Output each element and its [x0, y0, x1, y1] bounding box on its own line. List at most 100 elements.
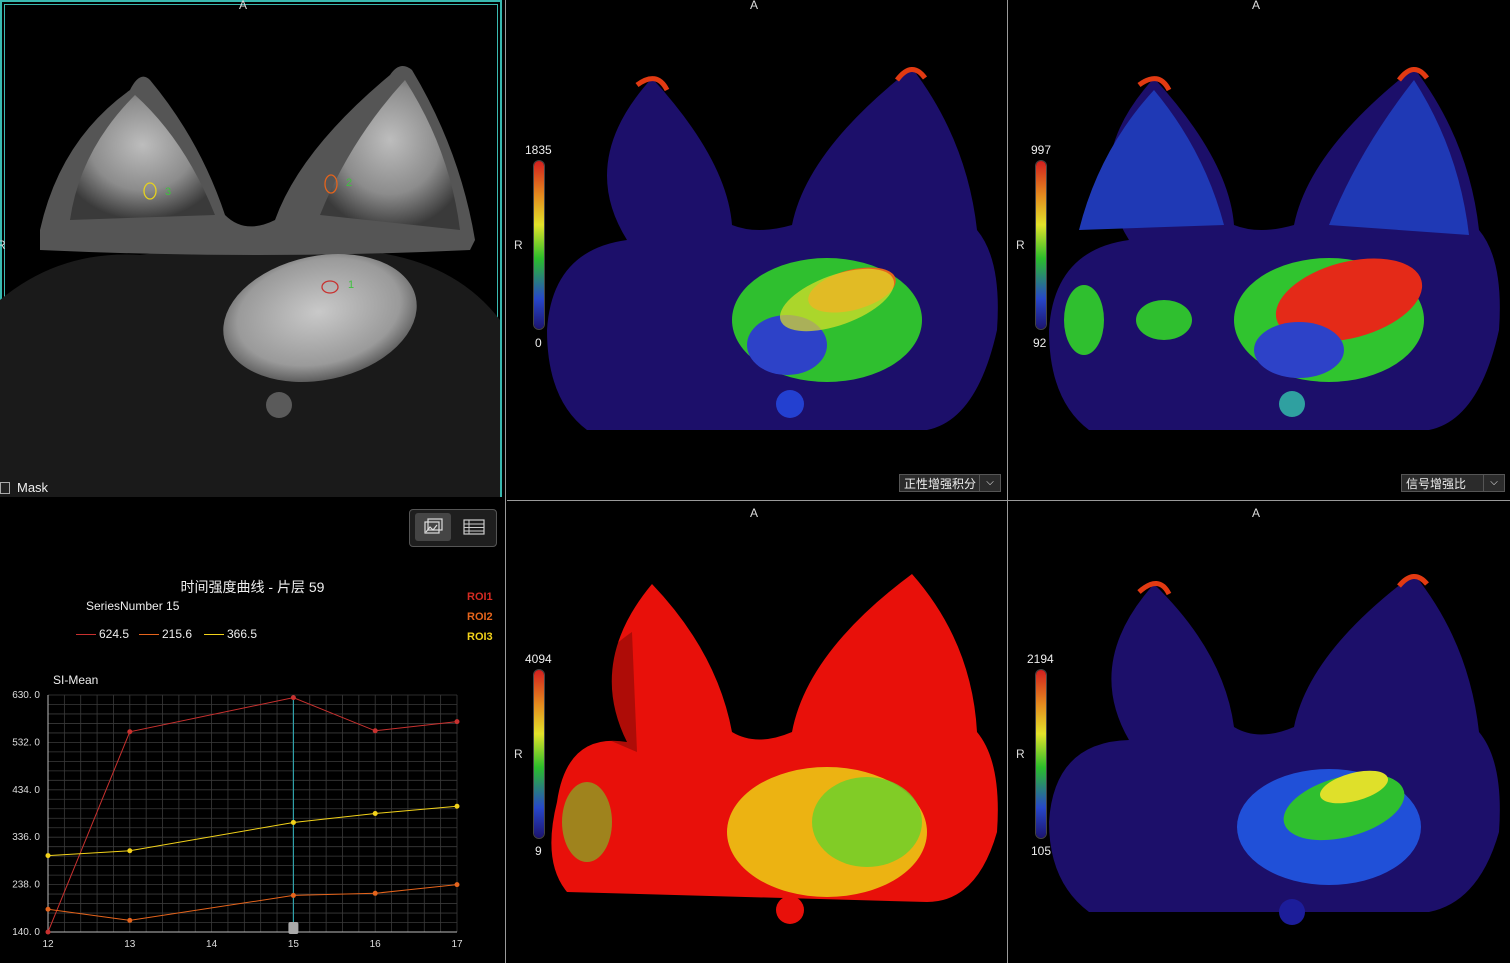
roi2-number: 2 — [346, 177, 353, 189]
parametric-map-image — [547, 67, 998, 430]
data-point-roi3 — [290, 819, 296, 825]
data-point-roi2 — [290, 892, 296, 898]
roi1-ellipse — [321, 280, 339, 294]
chevron-down-icon: ⌵ — [979, 475, 1000, 491]
data-point-roi2 — [127, 917, 133, 923]
x-tick-label: 13 — [124, 939, 136, 950]
orientation-left-label: R — [0, 238, 6, 252]
legend-value: 366.5 — [227, 627, 258, 641]
orientation-left-label: R — [1016, 238, 1025, 252]
viewport-signal-enhancement-ratio[interactable]: A 997 92 R 信号增强比 ⌵ — [1009, 0, 1510, 499]
line-chart[interactable]: 630. 0 532. 0 434. 0 336. 0 238. 0 140. 012 13… — [0, 500, 505, 963]
orientation-top-label: A — [1252, 506, 1261, 520]
map-type-select[interactable]: 信号增强比 ⌵ — [1401, 474, 1505, 492]
roi1-number: 1 — [348, 279, 355, 291]
y-tick-label: 434. 0 — [12, 785, 40, 796]
y-tick-label: 336. 0 — [12, 832, 40, 843]
x-tick-label: 12 — [42, 939, 54, 950]
roi3-ellipse — [143, 182, 157, 200]
data-point-roi1 — [372, 728, 378, 734]
y-axis-label: SI-Mean — [53, 673, 99, 687]
main-viewport[interactable]: A R 1 2 3 Mask — [0, 0, 502, 497]
orientation-left-label: R — [514, 747, 523, 761]
chart-view-button[interactable] — [415, 513, 451, 541]
vertical-divider-left — [505, 0, 506, 963]
scale-min: 9 — [535, 844, 542, 858]
data-point-roi2 — [372, 890, 378, 896]
viewport-time-to-peak-map[interactable]: A 4094 9 R — [507, 502, 1006, 963]
viewport-positive-enhancement-integral[interactable]: A 1835 0 R 正性增强积分 ⌵ — [507, 0, 1006, 499]
orientation-top-label: A — [750, 0, 759, 12]
roi-legend-2[interactable]: ROI2 — [467, 611, 493, 623]
legend-entry-roi2: 215.6 — [139, 627, 192, 641]
data-point-roi3 — [372, 811, 378, 816]
y-tick-label: 630. 0 — [12, 690, 40, 701]
legend-swatch — [76, 633, 96, 635]
x-tick-label: 14 — [206, 939, 218, 950]
series-number-label: SeriesNumber 15 — [86, 599, 180, 613]
horizontal-divider — [507, 500, 1510, 501]
y-tick-label: 238. 0 — [12, 880, 40, 891]
orientation-top-label: A — [750, 506, 759, 520]
data-point-roi3 — [454, 803, 460, 809]
color-scale-bar — [534, 670, 544, 838]
scale-max: 997 — [1031, 143, 1052, 157]
x-tick-label: 17 — [451, 939, 463, 950]
legend-value: 215.6 — [162, 627, 193, 641]
x-tick-label: 15 — [288, 939, 300, 950]
scale-min: 92 — [1033, 336, 1047, 350]
roi-legend-3[interactable]: ROI3 — [467, 631, 493, 643]
chart-view-icon — [424, 518, 443, 534]
legend-swatch — [204, 633, 224, 635]
y-tick-label: 532. 0 — [12, 737, 40, 748]
legend-entry-roi1: 624.5 — [76, 627, 129, 641]
orientation-top-label: A — [1252, 0, 1261, 12]
parametric-map-image — [1049, 67, 1500, 430]
data-point-roi3 — [127, 848, 133, 854]
chevron-down-icon: ⌵ — [1483, 475, 1504, 491]
data-point-roi2 — [45, 906, 51, 912]
parametric-map-image — [551, 574, 998, 924]
mri-grayscale-image — [0, 66, 500, 497]
color-scale-bar — [1036, 670, 1046, 838]
time-cursor-handle[interactable] — [288, 922, 299, 934]
map-type-select-value: 信号增强比 — [1406, 477, 1467, 491]
data-point-roi1 — [454, 719, 460, 725]
scale-max: 1835 — [525, 143, 552, 157]
scale-max: 4094 — [525, 652, 552, 666]
table-view-icon — [463, 519, 485, 535]
data-point-roi1 — [290, 695, 296, 701]
color-scale-bar — [534, 161, 544, 329]
scale-max: 2194 — [1027, 652, 1054, 666]
time-intensity-chart-panel: 时间强度曲线 - 片层 59 SeriesNumber 15 624.5 215… — [0, 500, 505, 963]
legend-swatch — [139, 633, 159, 635]
viewport-max-slope-map[interactable]: A 2194 105 R — [1009, 502, 1510, 963]
roi3-number: 3 — [165, 186, 172, 198]
data-point-roi1 — [45, 929, 51, 935]
y-tick-label: 140. 0 — [12, 927, 40, 938]
table-view-button[interactable] — [456, 513, 492, 541]
orientation-left-label: R — [1016, 747, 1025, 761]
orientation-left-label: R — [514, 238, 523, 252]
color-scale-bar — [1036, 161, 1046, 329]
data-point-roi3 — [45, 853, 51, 859]
data-point-roi1 — [127, 729, 133, 735]
map-type-select-value: 正性增强积分 — [904, 477, 977, 491]
data-point-roi2 — [454, 882, 460, 888]
scale-min: 0 — [535, 336, 542, 350]
orientation-top-label: A — [239, 0, 248, 12]
roi-legend-1[interactable]: ROI1 — [467, 591, 493, 603]
roi2-ellipse — [324, 174, 338, 194]
series-line-roi3 — [47, 805, 458, 857]
legend-entry-roi3: 366.5 — [204, 627, 257, 641]
parametric-map-image — [1049, 574, 1500, 925]
vertical-divider-right — [1007, 0, 1008, 963]
mask-checkbox[interactable] — [0, 482, 10, 494]
map-type-select[interactable]: 正性增强积分 ⌵ — [899, 474, 1001, 492]
scale-min: 105 — [1031, 844, 1052, 858]
chart-title: 时间强度曲线 - 片层 59 — [180, 579, 325, 595]
x-tick-label: 16 — [370, 939, 382, 950]
series-line-roi2 — [47, 884, 458, 921]
legend-value: 624.5 — [99, 627, 130, 641]
mask-label: Mask — [17, 480, 49, 495]
